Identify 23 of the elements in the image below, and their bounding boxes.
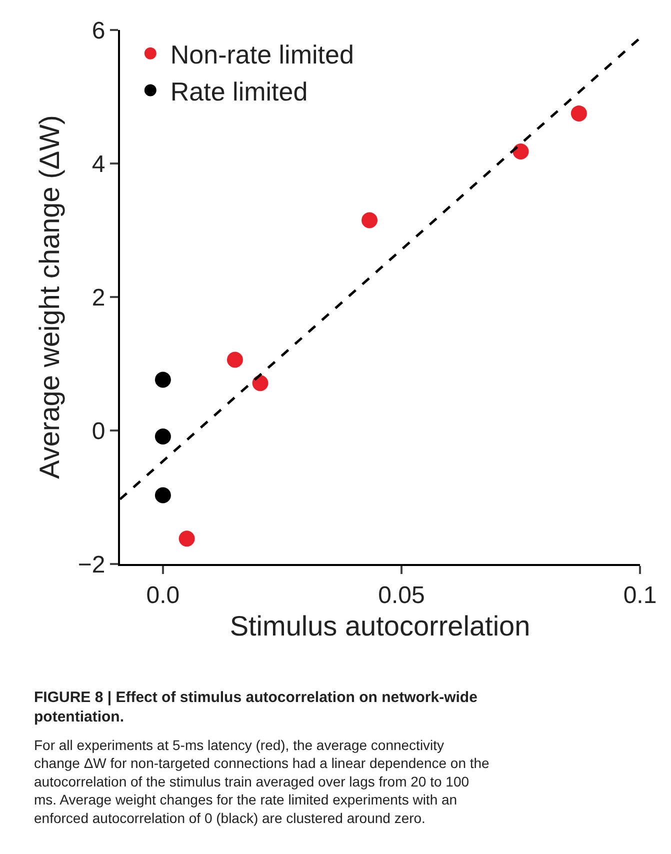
y-axis-title: Average weight change (ΔW) bbox=[34, 115, 66, 479]
y-tick-label: 4 bbox=[92, 150, 106, 178]
point bbox=[154, 428, 171, 445]
point bbox=[178, 530, 195, 547]
x-tick-label: 0.1 bbox=[623, 582, 657, 609]
point bbox=[362, 212, 378, 228]
text: FIGURE 8 | Effect of stimulus autocorrelation on network-wide potentiation. bbox=[34, 689, 478, 726]
x-axis-title: Stimulus autocorrelation bbox=[230, 610, 530, 642]
y-tick-label: −2 bbox=[78, 551, 106, 578]
y-tick-label: 0 bbox=[92, 418, 106, 445]
y-tick-label: 2 bbox=[92, 284, 106, 312]
point bbox=[512, 143, 529, 160]
point bbox=[226, 352, 243, 368]
y-tick-label: 6 bbox=[92, 17, 106, 44]
point bbox=[252, 375, 268, 392]
point bbox=[154, 372, 171, 388]
x-tick-label: 0.05 bbox=[378, 582, 425, 609]
text: For all experiments at 5-ms latency (red), the average connectivity change ΔW for non-targeted connections had a linear dependence on the autocorrelation of the stimulus train averaged over lags from 20 to 100 ms. Average weight changes for the rate limited experiments with an enforced autocorrelation of 0 (black) are clustered around zero. bbox=[34, 737, 490, 826]
legend-label: Non-rate limited bbox=[170, 40, 354, 70]
legend-label: Rate limited bbox=[170, 76, 308, 106]
point bbox=[154, 487, 171, 504]
point bbox=[570, 105, 587, 122]
x-tick-label: 0.0 bbox=[146, 582, 180, 609]
